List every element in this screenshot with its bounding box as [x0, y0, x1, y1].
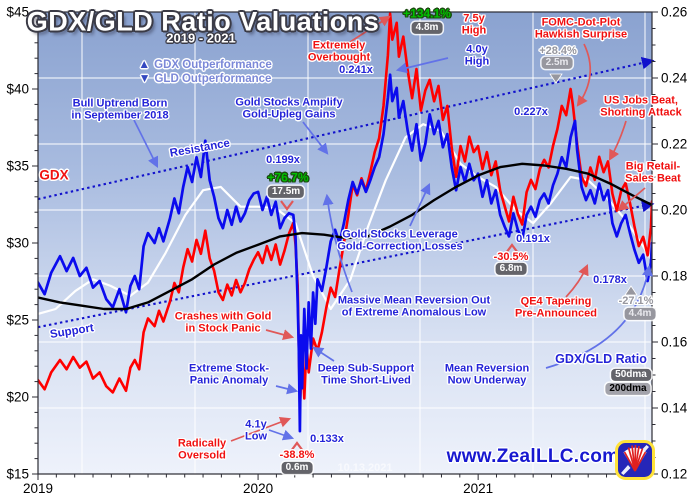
series-gdx-gld-ratio: [38, 73, 652, 433]
legend-row-gdx: ▲ GDX Outperformance: [138, 57, 272, 72]
zeal-logo-z-arm-bottom: [621, 465, 631, 475]
peak-marker-feb2020: [280, 200, 294, 211]
zeal-logo: [615, 440, 655, 480]
series-50dma: [38, 123, 652, 315]
svg-text:$15: $15: [6, 467, 29, 482]
annotation-arrow: [409, 182, 431, 227]
svg-text:0.26: 0.26: [661, 5, 687, 20]
trendline-resistance: [37, 56, 655, 201]
svg-text:2019: 2019: [23, 481, 53, 496]
annotation-arrow: [322, 193, 353, 293]
axis-ticks: [32, 11, 658, 480]
annotation-arrow: [133, 119, 158, 168]
annotation-arrow: [265, 329, 295, 341]
annotation-arrow: [395, 57, 449, 74]
svg-text:$30: $30: [6, 236, 29, 251]
website-link[interactable]: www.ZealLLC.com: [446, 446, 620, 467]
svg-text:$40: $40: [6, 82, 29, 97]
down-arrow-icon: ▼: [138, 70, 151, 85]
svg-text:0.20: 0.20: [661, 203, 687, 218]
series-gdx: [38, 12, 652, 411]
annotation-arrow: [312, 346, 335, 362]
svg-text:0.14: 0.14: [661, 401, 688, 416]
axis-labels: $15 $20 $25 $30 $35 $40 $45 0.12 0.14 0.16 0.18 0.2…: [6, 5, 687, 497]
svg-text:0.16: 0.16: [661, 335, 687, 350]
svg-text:0.22: 0.22: [661, 137, 687, 152]
annotation-arrow: [608, 120, 627, 161]
low-marker-mar2020: [290, 441, 304, 452]
legend-row-gld: ▼ GLD Outperformance: [138, 70, 272, 86]
legend-gld-outperformance-label: GLD Outperformance: [154, 72, 272, 85]
annotation-arrow: [349, 15, 391, 43]
annotation-arrow: [230, 416, 292, 442]
svg-text:2020: 2020: [243, 481, 273, 496]
svg-text:$25: $25: [6, 313, 29, 328]
legend-gdx-outperformance-label: GDX Outperformance: [154, 59, 272, 71]
up-arrow-icon: ▲: [138, 57, 151, 71]
chart-subtitle: 2019 - 2021: [166, 30, 236, 46]
annotation-arrow: [545, 264, 653, 369]
low-marker-mar2021: [505, 243, 519, 254]
trendline-support: [37, 199, 655, 329]
chart-title: GDX/GLD Ratio Valuations: [26, 6, 380, 37]
svg-text:2021: 2021: [463, 481, 493, 496]
svg-text:0.12: 0.12: [661, 467, 687, 482]
svg-text:$45: $45: [6, 5, 29, 20]
annotation-arrow: [617, 187, 646, 212]
zeal-logo-shell-rays: [623, 444, 647, 472]
svg-text:$20: $20: [6, 390, 29, 405]
series-200dma: [38, 162, 652, 311]
annotation-arrow: [576, 43, 592, 107]
annotation-arrow: [302, 121, 329, 155]
annotation-arrow: [268, 429, 295, 441]
svg-text:$35: $35: [6, 159, 29, 174]
legend: ▲ GDX Outperformance ▼ GLD Outperformance: [138, 57, 272, 86]
svg-text:0.24: 0.24: [661, 71, 688, 86]
annotation-arrow: [565, 263, 589, 298]
svg-text:0.18: 0.18: [661, 269, 687, 284]
annotation-arrow: [275, 383, 299, 395]
low-marker-sep2021: [624, 285, 638, 296]
peak-marker-jun2021: [549, 73, 563, 84]
